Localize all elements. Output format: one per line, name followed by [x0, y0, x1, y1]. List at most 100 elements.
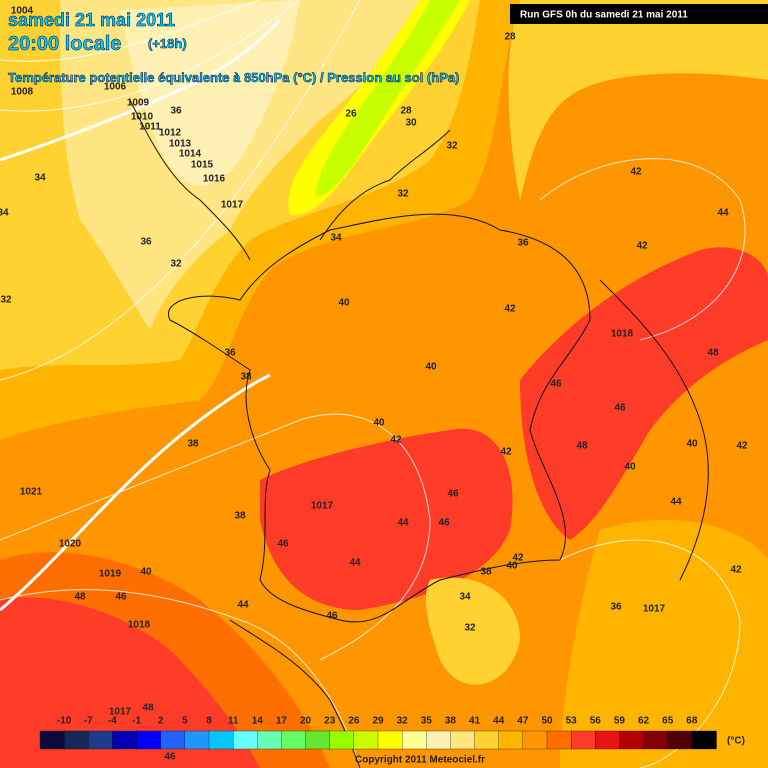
legend-swatch	[305, 730, 331, 750]
legend-tick-label: 8	[206, 716, 212, 727]
map-label: 42	[390, 435, 402, 446]
map-label: 1020	[59, 539, 82, 550]
map-label: 38	[480, 567, 492, 578]
map-label: 1014	[179, 149, 202, 160]
legend-swatch	[377, 730, 403, 750]
legend-tick-label: 23	[324, 716, 336, 727]
map-label: 36	[610, 602, 622, 613]
legend-swatch	[570, 730, 596, 750]
legend-swatch	[522, 730, 548, 750]
map-label: 1013	[169, 139, 192, 150]
legend-tick-label: -7	[84, 716, 93, 727]
map-label: 1011	[139, 122, 161, 133]
legend-swatch	[281, 730, 307, 750]
legend-swatch	[643, 730, 669, 750]
legend-swatch	[329, 730, 355, 750]
map-label: 1017	[109, 707, 132, 718]
map-label: 40	[425, 362, 437, 373]
legend-swatch	[257, 730, 283, 750]
zone-53	[0, 597, 260, 768]
map-label: 1018	[611, 329, 634, 340]
map-label: 42	[730, 565, 742, 576]
map-label: 1021	[20, 487, 43, 498]
run-info: Run GFS 0h du samedi 21 mai 2011	[520, 10, 688, 21]
map-label: 48	[142, 703, 154, 714]
legend-tick-label: -1	[132, 716, 141, 727]
legend-tick-label: 62	[638, 716, 650, 727]
map-label: 1018	[128, 620, 151, 631]
map-label: 44	[237, 600, 249, 611]
map-label: 1004	[11, 6, 34, 17]
legend-tick-label: 56	[590, 716, 602, 727]
legend-tick-label: 26	[348, 716, 360, 727]
map-label: 1008	[11, 87, 34, 98]
map-label: 32	[464, 623, 476, 634]
isobar-bold	[0, 18, 282, 162]
map-label: 44	[670, 497, 682, 508]
map-label: 46	[164, 752, 176, 763]
legend-tick-label: 29	[372, 716, 384, 727]
map-label: 36	[140, 237, 152, 248]
zone-44-south	[560, 520, 768, 768]
map-label: 40	[506, 561, 518, 572]
map-label: 34	[459, 592, 471, 603]
legend-tick-label: 38	[445, 716, 457, 727]
map-label: 28	[400, 106, 412, 117]
legend-unit: (°C)	[727, 736, 745, 747]
legend-swatch	[63, 730, 89, 750]
map-label: 42	[512, 553, 524, 564]
copyright: Copyright 2011 Meteociel.fr	[355, 755, 485, 766]
map-label: 1012	[159, 128, 182, 139]
legend-swatch	[546, 730, 572, 750]
legend-tick-label: 35	[421, 716, 433, 727]
map-label: 40	[338, 298, 350, 309]
isobars	[0, 0, 746, 768]
legend-swatch	[426, 730, 452, 750]
map-label: 38	[234, 511, 246, 522]
map-label: 38	[187, 439, 199, 450]
map-label: 46	[115, 592, 127, 603]
legend-swatch	[619, 730, 645, 750]
legend-tick-label: 44	[493, 716, 505, 727]
map-label: 34	[0, 208, 9, 219]
legend-tick-label: 11	[228, 716, 239, 727]
legend-tick-label: 65	[662, 716, 674, 727]
map-label: 42	[636, 241, 648, 252]
map-label: 44	[717, 208, 729, 219]
map-label: 1015	[191, 160, 214, 171]
map-label: 40	[373, 418, 385, 429]
map-label: 36	[170, 106, 182, 117]
legend-tick-label: 59	[614, 716, 626, 727]
map-label: 1019	[99, 569, 122, 580]
header-date: samedi 21 mai 2011	[8, 10, 175, 30]
legend-swatch	[39, 730, 65, 750]
legend-swatch	[401, 730, 427, 750]
zone-29	[315, 0, 460, 196]
map-label: 46	[277, 539, 289, 550]
legend-tick-label: 32	[397, 716, 409, 727]
map-label: 46	[438, 518, 450, 529]
map-label: 48	[74, 592, 86, 603]
zone-41-south	[425, 577, 520, 685]
map-label: 36	[224, 348, 236, 359]
legend-tick-label: 47	[517, 716, 529, 727]
map-label: 48	[576, 441, 588, 452]
legend-tick-label: -10	[57, 716, 72, 727]
zone-35	[120, 0, 300, 186]
map-label: 30	[405, 118, 417, 129]
legend-tick-label: 50	[541, 716, 553, 727]
map-label: 44	[349, 558, 361, 569]
header-offset: (+18h)	[148, 36, 187, 51]
coastlines	[129, 99, 709, 768]
legend-tick-label: 20	[300, 716, 312, 727]
map-label: 46	[447, 489, 459, 500]
map-label: 46	[326, 611, 338, 622]
map-label: 42	[630, 167, 642, 178]
map-label: 1017	[221, 200, 244, 211]
map-label: 32	[170, 259, 182, 270]
map-label: 48	[707, 348, 719, 359]
map-label: 46	[614, 403, 626, 414]
map-label: 42	[736, 441, 748, 452]
map-label: 44	[397, 518, 409, 529]
legend-swatch	[160, 730, 186, 750]
